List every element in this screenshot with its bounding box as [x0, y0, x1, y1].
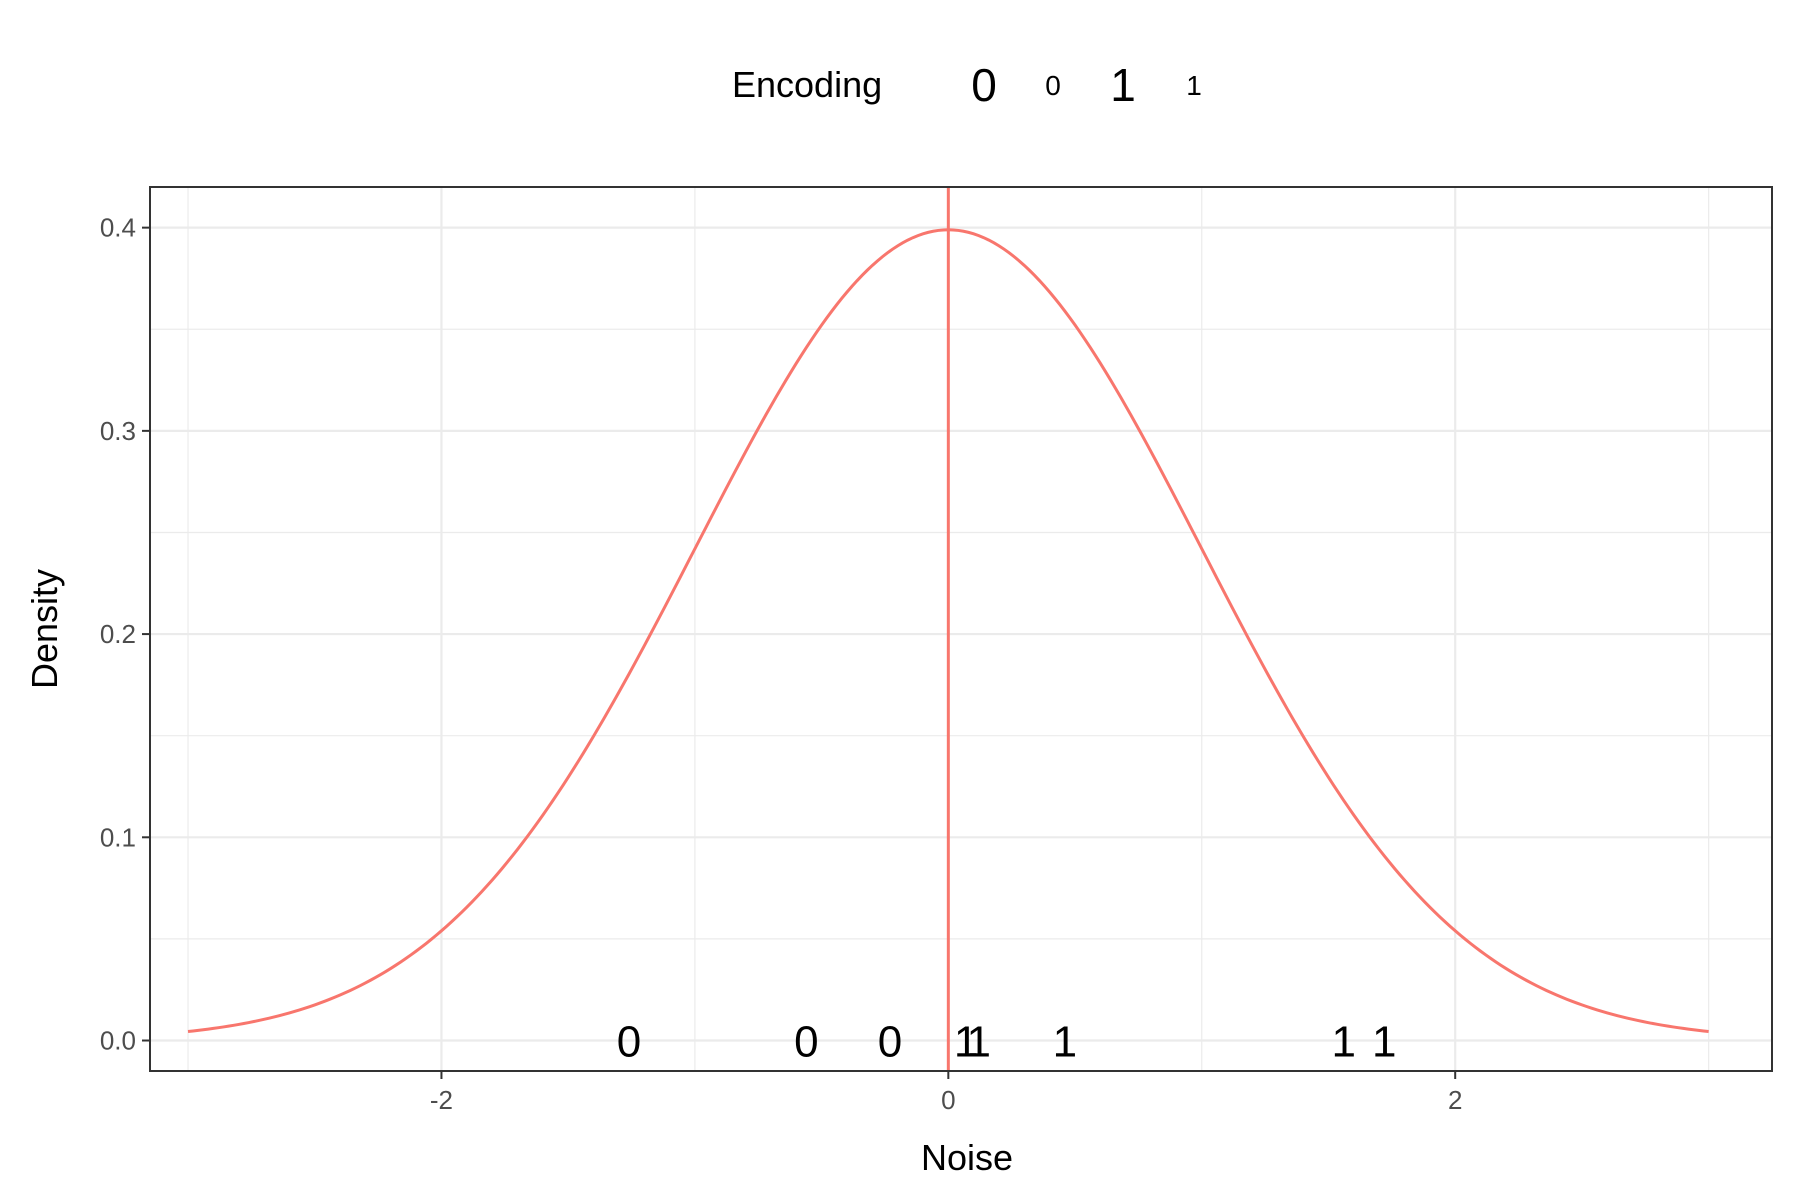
point-label-5: 1: [1053, 1018, 1077, 1067]
plot-panel: 0 0 0 11 1 1 1: [149, 186, 1773, 1072]
y-axis-title: Density: [24, 569, 65, 689]
point-label-4: 1: [966, 1018, 990, 1067]
legend-title: Encoding: [732, 64, 882, 105]
point-label-0: 0: [617, 1018, 641, 1067]
x-axis-title: Noise: [921, 1137, 1013, 1178]
y-tick-label-3: 0.3: [100, 416, 136, 446]
y-tick-label-2: 0.2: [100, 619, 136, 649]
minor-gridlines: [150, 187, 1772, 1071]
legend-key-1-large: 1: [1110, 59, 1136, 111]
point-label-7: 1: [1372, 1018, 1396, 1067]
legend-key-0-small: 0: [1045, 70, 1061, 101]
y-tick-label-4: 0.4: [100, 213, 136, 243]
x-tick-label-2: 2: [1448, 1085, 1462, 1115]
y-tick-label-1: 0.1: [100, 822, 136, 852]
point-label-6: 1: [1331, 1018, 1355, 1067]
legend-key-0-large: 0: [971, 59, 997, 111]
panel-background: [150, 187, 1772, 1071]
major-gridlines: [150, 187, 1772, 1071]
x-tick-label-0: -2: [430, 1085, 453, 1115]
y-tick-label-0: 0.0: [100, 1026, 136, 1056]
x-tick-label-1: 0: [941, 1085, 955, 1115]
point-label-2: 0: [878, 1018, 902, 1067]
x-axis: -2 0 2: [430, 1071, 1462, 1115]
point-labels: 0 0 0 11 1 1 1: [617, 1018, 1397, 1067]
legend: Encoding 0 0 1 1: [732, 59, 1202, 111]
y-axis: 0.0 0.1 0.2 0.3 0.4: [100, 213, 150, 1056]
point-label-3: 1: [954, 1018, 978, 1067]
legend-key-1-small: 1: [1186, 70, 1202, 101]
point-label-1: 0: [794, 1018, 818, 1067]
panel-border: [149, 186, 1773, 1072]
